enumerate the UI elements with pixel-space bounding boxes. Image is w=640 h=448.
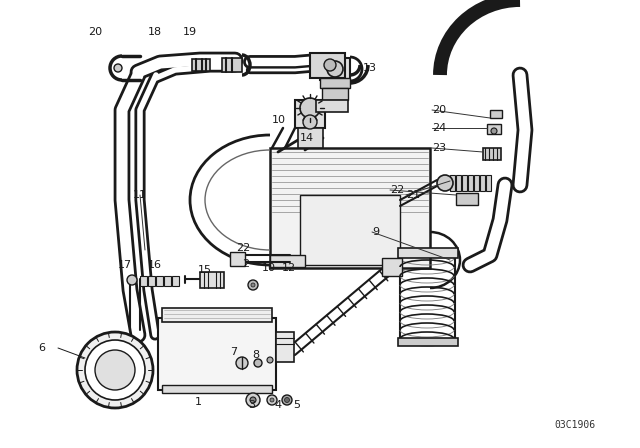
Text: 6: 6 <box>38 343 45 353</box>
Text: 9: 9 <box>372 227 379 237</box>
Circle shape <box>114 64 122 72</box>
Text: 11: 11 <box>133 190 147 200</box>
Bar <box>320 78 350 88</box>
Circle shape <box>324 59 336 71</box>
Circle shape <box>270 398 274 402</box>
Circle shape <box>267 357 273 363</box>
Bar <box>483 148 501 160</box>
Bar <box>310 53 345 78</box>
Bar <box>172 276 179 286</box>
Bar <box>398 338 458 346</box>
Bar <box>316 100 348 112</box>
Text: 24: 24 <box>432 123 446 133</box>
Circle shape <box>236 357 248 369</box>
Circle shape <box>303 115 317 129</box>
Bar <box>474 175 479 191</box>
Text: 18: 18 <box>148 27 162 37</box>
Bar <box>300 195 400 265</box>
Text: 13: 13 <box>363 63 377 73</box>
Bar <box>480 175 485 191</box>
Circle shape <box>95 350 135 390</box>
Circle shape <box>300 98 320 118</box>
Text: 7: 7 <box>230 347 237 357</box>
Text: 20: 20 <box>88 27 102 37</box>
Circle shape <box>254 359 262 367</box>
Circle shape <box>437 175 453 191</box>
Text: 4: 4 <box>274 400 281 410</box>
Circle shape <box>246 393 260 407</box>
Bar <box>148 276 155 286</box>
Text: 19: 19 <box>183 27 197 37</box>
Text: 03C1906: 03C1906 <box>554 420 596 430</box>
Text: 1: 1 <box>195 397 202 407</box>
Text: 10: 10 <box>262 263 276 273</box>
Bar <box>162 385 272 393</box>
Bar <box>270 255 305 267</box>
Text: 8: 8 <box>252 350 259 360</box>
Text: 15: 15 <box>198 265 212 275</box>
Bar <box>468 175 473 191</box>
Bar <box>156 276 163 286</box>
Bar <box>270 148 430 268</box>
Bar <box>322 88 348 100</box>
Bar <box>487 124 501 134</box>
Circle shape <box>250 397 256 403</box>
Bar <box>486 175 491 191</box>
Bar <box>158 318 276 390</box>
Text: 10: 10 <box>272 115 286 125</box>
Bar <box>200 272 224 288</box>
Circle shape <box>127 275 137 285</box>
Text: 5: 5 <box>293 400 300 410</box>
Bar <box>462 175 467 191</box>
Bar <box>298 128 323 148</box>
Circle shape <box>285 397 289 402</box>
Text: 23: 23 <box>432 143 446 153</box>
Bar <box>456 175 461 191</box>
Bar <box>230 252 245 266</box>
Text: 12: 12 <box>282 263 296 273</box>
Circle shape <box>77 332 153 408</box>
Bar <box>450 175 455 191</box>
Text: 3: 3 <box>248 400 255 410</box>
Bar <box>490 110 502 118</box>
Bar <box>276 332 294 362</box>
Bar <box>140 276 147 286</box>
Bar <box>222 58 242 72</box>
Circle shape <box>282 395 292 405</box>
Circle shape <box>267 395 277 405</box>
Text: 22: 22 <box>236 243 250 253</box>
Bar <box>320 58 350 80</box>
Text: 20: 20 <box>432 105 446 115</box>
Bar <box>456 193 478 205</box>
Circle shape <box>251 283 255 287</box>
Circle shape <box>327 61 343 77</box>
Bar <box>164 276 171 286</box>
Text: 16: 16 <box>148 260 162 270</box>
Text: 14: 14 <box>300 133 314 143</box>
Text: 17: 17 <box>118 260 132 270</box>
Bar <box>382 258 402 276</box>
Text: 2: 2 <box>242 259 249 269</box>
Circle shape <box>248 280 258 290</box>
Bar <box>162 308 272 322</box>
Bar <box>295 100 325 128</box>
Circle shape <box>491 128 497 134</box>
Bar <box>398 248 458 258</box>
Circle shape <box>85 340 145 400</box>
Bar <box>192 59 210 71</box>
Text: 21: 21 <box>406 190 420 200</box>
Text: 22: 22 <box>390 185 404 195</box>
